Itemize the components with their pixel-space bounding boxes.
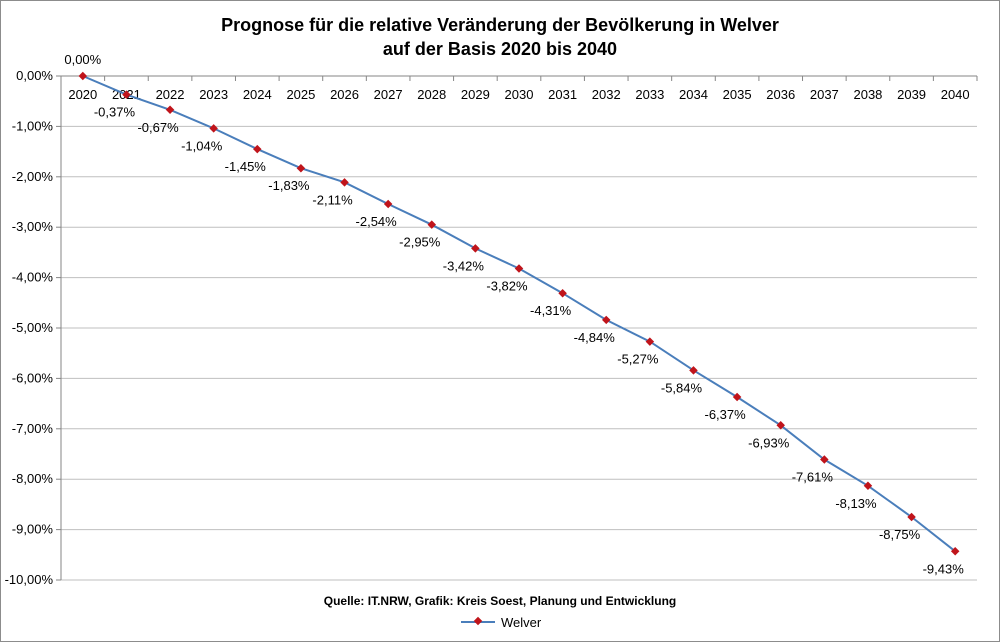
data-label: -4,31% <box>530 303 572 318</box>
y-tick-label: -6,00% <box>12 370 54 385</box>
y-tick-label: -9,00% <box>12 522 54 537</box>
data-labels: 0,00% -0,37%-0,67%-1,04%-1,45%-1,83%-2,11… <box>64 52 964 576</box>
data-point <box>122 90 131 99</box>
x-tick-label: 2038 <box>853 87 882 102</box>
data-label: -6,93% <box>748 435 790 450</box>
x-tick-label: 2026 <box>330 87 359 102</box>
x-tick-label: 2030 <box>505 87 534 102</box>
x-tick-label: 2031 <box>548 87 577 102</box>
y-tick-label: -7,00% <box>12 421 54 436</box>
data-point <box>471 244 480 253</box>
x-tick-label: 2022 <box>156 87 185 102</box>
y-tick-label: -3,00% <box>12 219 54 234</box>
data-point <box>601 315 611 325</box>
data-point <box>950 547 960 556</box>
x-tick-labels: 2020202120222023202420252026202720282029… <box>68 87 969 102</box>
y-tick-label: -10,00% <box>5 572 54 587</box>
x-tick-label: 2036 <box>766 87 795 102</box>
data-point <box>383 199 393 209</box>
x-tick-label: 2032 <box>592 87 621 102</box>
x-tick-label: 2040 <box>941 87 970 102</box>
data-label: -8,75% <box>879 527 921 542</box>
x-tick-label: 2039 <box>897 87 926 102</box>
y-tick-label: -8,00% <box>12 471 54 486</box>
x-tick-label: 2029 <box>461 87 490 102</box>
data-label: -8,13% <box>835 496 877 511</box>
data-point <box>209 124 218 133</box>
data-point <box>645 337 655 346</box>
x-tick-label: 2027 <box>374 87 403 102</box>
gridlines <box>61 125 977 581</box>
x-tick-label: 2025 <box>286 87 315 102</box>
source-note: Quelle: IT.NRW, Grafik: Kreis Soest, Pla… <box>323 594 677 608</box>
y-tick-labels: 0,00% -1,00% -2,00% -3,00% -4,00% -5,00% -6,00… <box>5 68 54 587</box>
data-point <box>340 178 349 187</box>
x-tick-label: 2020 <box>68 87 97 102</box>
data-label: -6,37% <box>704 407 746 422</box>
x-tick-label: 2037 <box>810 87 839 102</box>
y-tick-label: -2,00% <box>12 169 54 184</box>
axes <box>56 75 978 581</box>
chart-title: Prognose für die relative Veränderung de… <box>1 13 999 61</box>
chart-title-line2: auf der Basis 2020 bis 2040 <box>382 39 618 59</box>
data-label: -3,82% <box>486 279 528 294</box>
y-tick-label: -1,00% <box>12 118 54 133</box>
data-point <box>558 288 567 298</box>
chart-title-line1: Prognose für die relative Veränderung de… <box>221 15 779 35</box>
legend-label: Welver <box>501 614 542 630</box>
data-point <box>820 455 829 464</box>
x-tick-label: 2024 <box>243 87 272 102</box>
y-tick-label: -5,00% <box>12 320 54 335</box>
data-label: -5,84% <box>661 380 703 395</box>
data-point <box>253 144 262 154</box>
data-point <box>78 71 88 81</box>
data-label: -3,42% <box>443 258 485 273</box>
data-label: -5,27% <box>617 352 659 367</box>
data-point <box>732 392 742 402</box>
data-label: -7,61% <box>792 470 834 485</box>
data-label: -1,04% <box>181 138 223 153</box>
x-tick-label: 2028 <box>417 87 446 102</box>
data-label: -1,83% <box>268 178 310 193</box>
data-label: -0,67% <box>137 120 179 135</box>
data-point <box>427 220 437 229</box>
y-tick-label: 0,00% <box>16 68 53 83</box>
legend: Welver <box>461 613 541 631</box>
data-point <box>907 512 916 522</box>
data-label: -0,37% <box>94 105 136 120</box>
data-point <box>165 105 175 115</box>
data-point <box>863 481 873 490</box>
x-tick-label: 2035 <box>723 87 752 102</box>
x-tick-label: 2034 <box>679 87 708 102</box>
data-label: 0,00% <box>64 52 101 67</box>
data-point <box>776 421 785 430</box>
data-point <box>689 366 698 375</box>
series-welver <box>78 71 960 556</box>
data-label: -1,45% <box>225 159 267 174</box>
legend-line-marker-icon <box>461 616 495 626</box>
data-label: -4,84% <box>574 330 616 345</box>
y-tick-label: -4,00% <box>12 270 54 285</box>
x-tick-label: 2033 <box>635 87 664 102</box>
x-tick-label: 2023 <box>199 87 228 102</box>
data-point <box>296 163 306 173</box>
data-label: -9,43% <box>923 561 965 576</box>
data-label: -2,11% <box>312 192 353 207</box>
data-point <box>514 264 524 273</box>
data-label: -2,54% <box>356 214 398 229</box>
data-label: -2,95% <box>399 235 441 250</box>
